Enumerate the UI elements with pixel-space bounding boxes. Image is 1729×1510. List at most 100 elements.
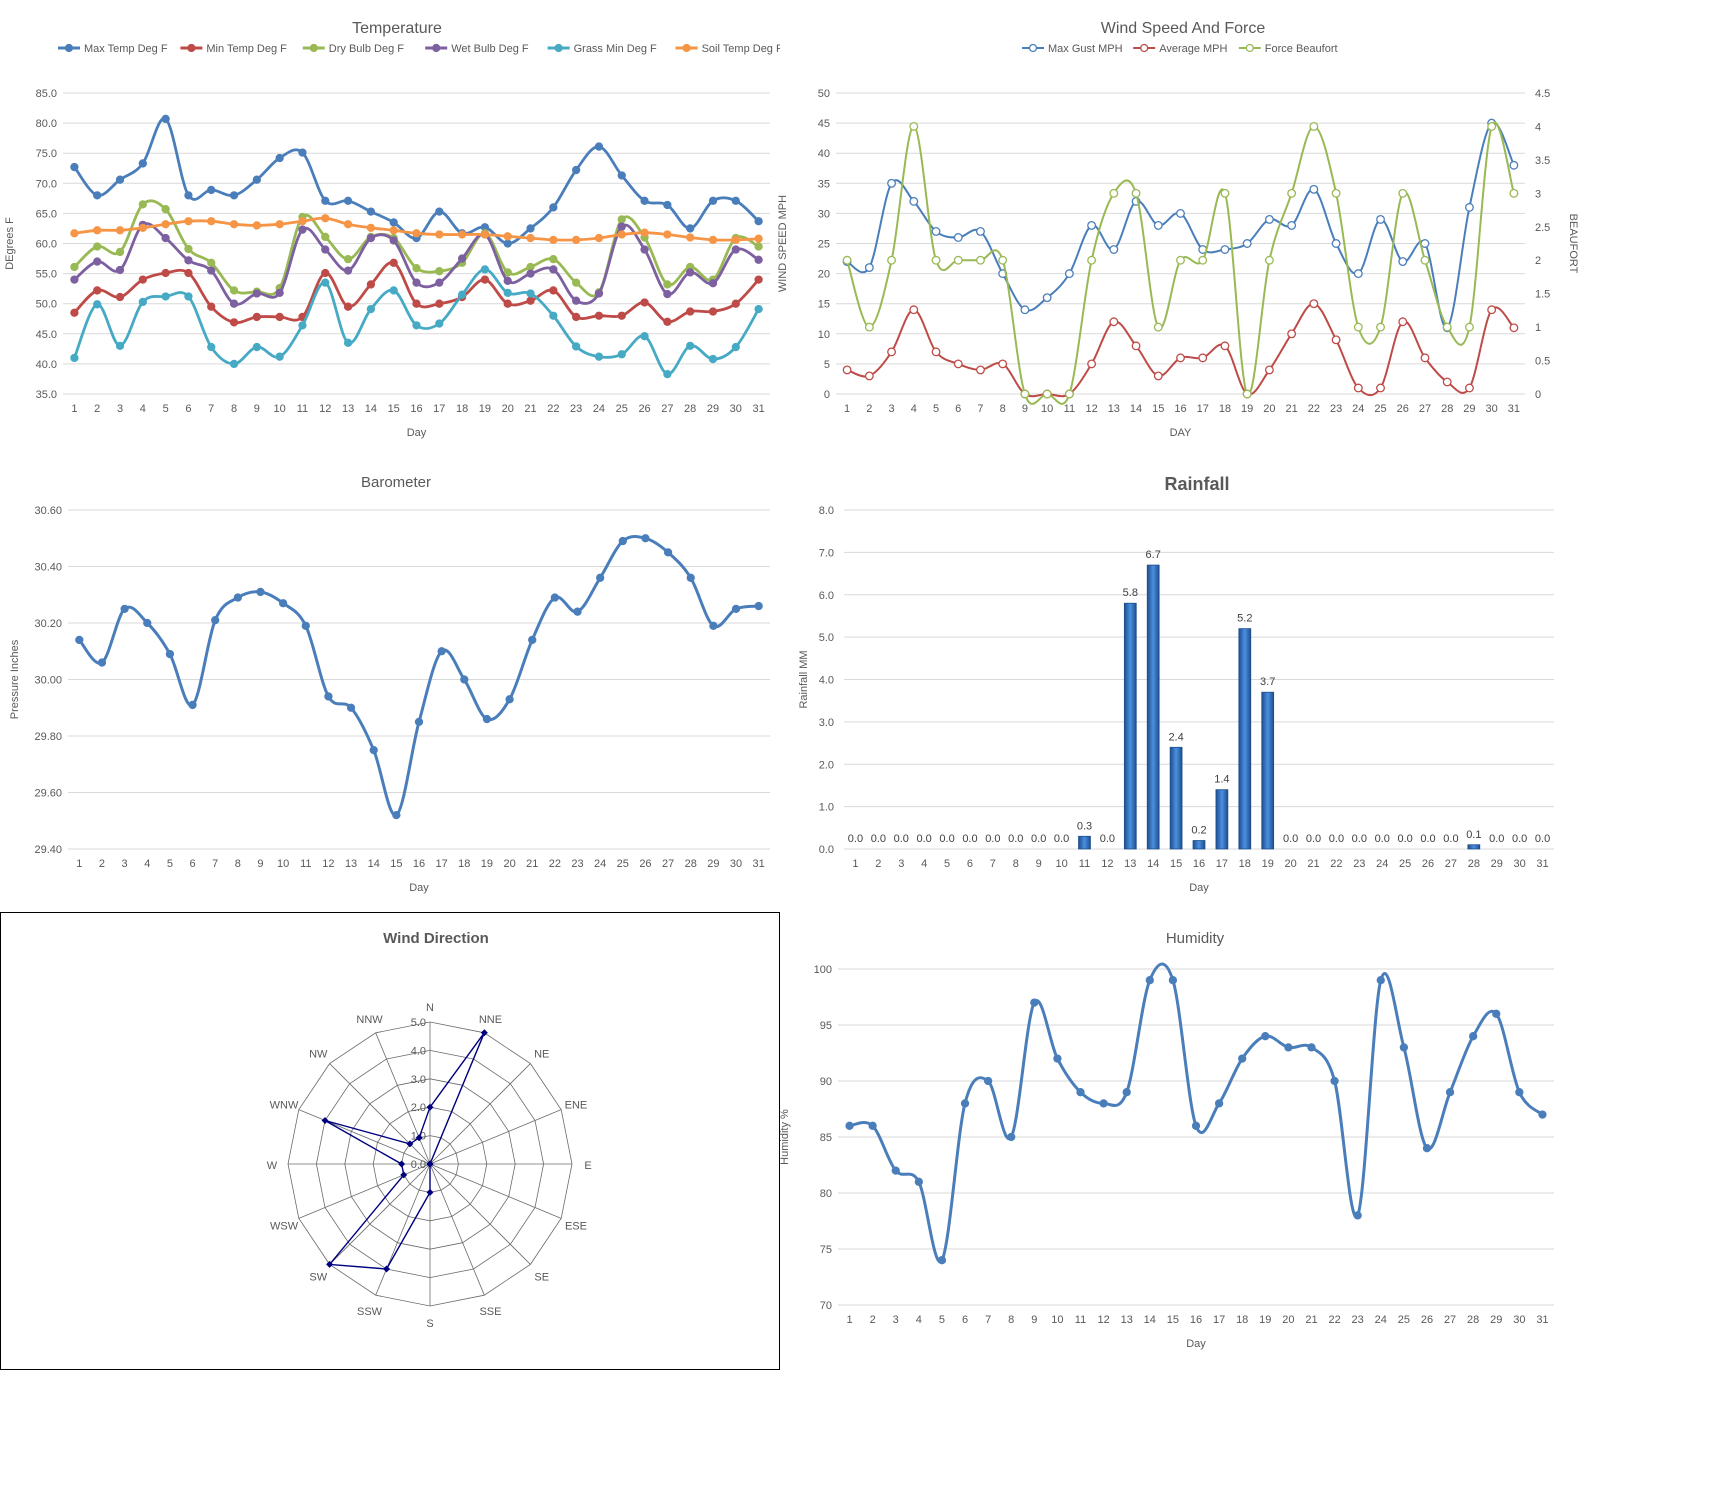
data-point xyxy=(343,220,353,229)
x-tick-label: 13 xyxy=(1124,858,1136,870)
data-point xyxy=(663,230,672,239)
legend-entry: Force Beaufort xyxy=(1265,43,1338,55)
y-tick-label: 29.80 xyxy=(34,731,62,743)
radar-data-point xyxy=(321,1117,329,1125)
x-tick-label: 10 xyxy=(274,403,286,415)
x-tick-label: 27 xyxy=(1445,858,1457,870)
data-point xyxy=(1264,365,1274,375)
data-point xyxy=(229,220,239,229)
data-point xyxy=(1076,1088,1085,1097)
y-tick-label: 70.0 xyxy=(36,178,57,190)
wind-speed-chart-panel: Wind Speed And Force 0 5 10 15 20 25 30 35 40 45 50… xyxy=(777,0,1579,455)
y2-tick-label: 1 xyxy=(1535,322,1541,334)
data-point xyxy=(1053,1054,1062,1063)
y-tick-label: 35 xyxy=(818,178,830,190)
x-tick-label: 29 xyxy=(707,858,719,870)
wind-speed-chart: Wind Speed And Force05101520253035404550… xyxy=(777,20,1579,439)
data-point xyxy=(1176,255,1185,265)
data-label: 0.0 xyxy=(1443,833,1458,845)
data-point xyxy=(594,352,604,361)
data-point xyxy=(503,276,512,285)
data-point xyxy=(1420,255,1430,265)
legend-entry: Average MPH xyxy=(1159,43,1227,55)
data-label: 0.0 xyxy=(1100,833,1115,845)
data-point xyxy=(909,305,919,315)
data-point xyxy=(252,221,262,230)
x-tick-label: 10 xyxy=(1055,858,1067,870)
x-tick-label: 8 xyxy=(1008,1314,1014,1326)
x-tick-label: 25 xyxy=(616,403,628,415)
x-tick-label: 26 xyxy=(1422,858,1434,870)
data-label: 0.0 xyxy=(1031,833,1046,845)
x-tick-label: 3 xyxy=(889,403,895,415)
data-point xyxy=(1176,208,1185,218)
radial-tick-label: 3.0 xyxy=(411,1074,426,1086)
data-point xyxy=(412,299,421,308)
y-tick-label: 3.0 xyxy=(819,717,834,729)
data-point xyxy=(70,353,79,363)
x-tick-label: 16 xyxy=(413,858,425,870)
data-point xyxy=(138,275,147,284)
x-tick-label: 14 xyxy=(1144,1314,1156,1326)
data-point xyxy=(321,278,330,287)
direction-label: WSW xyxy=(270,1220,299,1232)
data-label: 0.0 xyxy=(917,833,932,845)
data-point xyxy=(663,369,672,379)
data-point xyxy=(526,233,535,243)
data-point xyxy=(1122,1088,1131,1097)
radar-spoke xyxy=(429,1063,531,1165)
data-point xyxy=(412,229,421,238)
x-tick-label: 27 xyxy=(1419,403,1431,415)
data-point xyxy=(1020,389,1030,399)
x-tick-label: 9 xyxy=(1036,858,1042,870)
data-point xyxy=(640,196,649,205)
data-point xyxy=(1353,383,1363,393)
x-tick-label: 29 xyxy=(1491,858,1503,870)
data-point xyxy=(1087,220,1097,230)
data-point xyxy=(708,196,718,205)
data-point xyxy=(1442,377,1452,387)
data-point xyxy=(596,573,605,582)
x-tick-label: 2 xyxy=(94,403,100,415)
data-label: 0.0 xyxy=(1283,833,1298,845)
x-tick-label: 11 xyxy=(1079,858,1090,870)
data-point xyxy=(161,268,170,278)
y-tick-label: 45.0 xyxy=(36,329,57,341)
y-tick-label: 29.60 xyxy=(34,788,62,800)
data-point xyxy=(1287,188,1297,198)
data-point xyxy=(1153,322,1163,332)
data-point xyxy=(640,228,649,237)
bar xyxy=(1215,789,1229,850)
y-tick-label: 30.40 xyxy=(34,562,62,574)
data-point xyxy=(1509,188,1519,198)
data-point xyxy=(549,203,558,212)
data-point xyxy=(161,233,170,243)
x-tick-label: 30 xyxy=(730,403,742,415)
y-tick-label: 25 xyxy=(818,239,830,251)
data-point xyxy=(1420,239,1430,248)
data-point xyxy=(366,223,376,232)
x-tick-label: 21 xyxy=(526,858,538,870)
data-point xyxy=(1422,1144,1432,1153)
data-point xyxy=(343,255,353,264)
data-point xyxy=(640,245,649,254)
x-tick-label: 23 xyxy=(1352,1314,1364,1326)
data-point xyxy=(891,1166,900,1175)
temperature-chart-panel: Temperature 35.0 40.0 45.0 50.0 55.0 60.0 65.0 7… xyxy=(0,0,783,455)
data-point xyxy=(188,700,197,710)
data-point xyxy=(1464,202,1474,212)
x-tick-label: 15 xyxy=(1167,1314,1179,1326)
data-point xyxy=(617,171,626,180)
data-point xyxy=(346,703,356,712)
data-point xyxy=(207,266,216,275)
data-label: 3.7 xyxy=(1260,676,1275,688)
data-point xyxy=(457,290,467,299)
legend-marker xyxy=(309,43,318,53)
direction-label: W xyxy=(267,1160,278,1172)
data-point xyxy=(503,299,512,308)
x-tick-label: 23 xyxy=(570,403,582,415)
data-point xyxy=(1198,255,1208,265)
data-label: 1.4 xyxy=(1214,774,1229,786)
x-tick-label: 10 xyxy=(277,858,289,870)
data-point xyxy=(184,292,193,301)
